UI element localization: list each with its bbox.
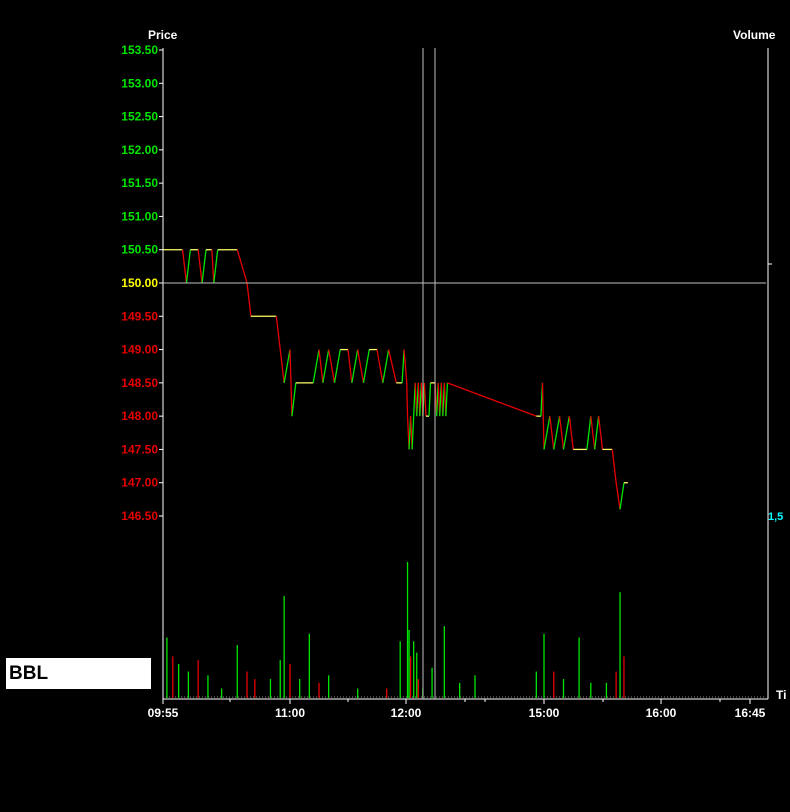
price-tick-label: 148.50 [121,376,158,390]
price-segment [423,382,427,417]
price-segment [586,416,592,450]
price-tick-label: 153.00 [121,76,158,90]
price-segment [411,416,415,450]
time-tick-label: 16:00 [646,706,677,720]
crosshair [163,48,766,699]
price-segment [185,249,191,284]
price-segment [445,382,449,417]
volume-axis: 1,5 [768,263,783,523]
price-segment [553,416,561,450]
price-segment [201,249,207,284]
price-line [163,249,628,510]
time-tick-label: 15:00 [529,706,560,720]
price-segment [246,282,252,317]
price-segment [611,449,617,483]
price-segment [357,349,365,383]
price-segment [428,382,432,417]
price-tick-label: 152.50 [121,110,158,124]
price-tick-label: 151.00 [121,209,158,223]
price-segment [181,249,188,284]
price-segment [347,349,353,383]
price-segment [211,249,215,284]
price-segment [562,416,570,450]
price-segment [568,416,574,450]
price-tick-label: 150.00 [121,276,158,290]
chart-frame [162,48,769,700]
price-segment [403,349,408,383]
price-segment [406,382,409,417]
price-segment [401,349,405,383]
time-tick-label: 09:55 [148,706,179,720]
price-segment [351,349,359,383]
symbol-box[interactable]: BBL [6,658,151,689]
time-tick-label: 16:45 [735,706,766,720]
price-segment [275,316,285,383]
price-segment [322,349,330,383]
price-segment [619,482,625,510]
price-tick-label: 152.00 [121,143,158,157]
price-segment [590,416,596,450]
price-segment [558,416,565,450]
time-tick-label: 11:00 [275,706,305,720]
price-segment [283,349,291,383]
price-segment [362,349,370,383]
price-segment [549,416,555,450]
price-tick-label: 149.00 [121,343,158,357]
price-segment [541,382,545,450]
price-segment [543,416,551,450]
price-tick-label: 151.50 [121,176,158,190]
price-tick-label: 146.50 [121,509,158,523]
price-segment [291,382,297,417]
price-tick-label: 153.50 [121,43,158,57]
price-segment [594,416,600,450]
price-segment [333,349,341,383]
time-axis-label: Ti [776,688,786,702]
price-segment [289,349,293,417]
price-tick-label: 147.00 [121,476,158,490]
price-segment [447,382,537,417]
volume-bars [166,561,625,698]
price-segment [387,349,397,384]
price-tick-label: 148.00 [121,409,158,423]
price-segment [597,416,604,450]
price-tick-label: 147.50 [121,442,158,456]
price-segment [328,349,336,383]
price-segment [213,249,219,284]
price-segment [236,249,248,284]
price-segment [197,249,203,284]
volume-tick-label: 1,5 [768,511,783,523]
price-axis: 153.50 153.00 152.50 152.00 151.50 151.00 150.… [121,43,163,523]
price-segment [382,349,390,383]
price-segment [376,349,384,383]
price-segment [312,349,320,383]
volume-axis-label: Volume [733,28,776,42]
price-segment [318,349,324,383]
price-segment [615,482,621,510]
price-tick-label: 149.50 [121,309,158,323]
time-axis: 09:55 11:00 12:00 15:00 16:00 16:45 [148,699,766,720]
time-tick-label: 12:00 [391,706,422,720]
price-axis-label: Price [148,28,178,42]
price-tick-label: 150.50 [121,243,158,257]
symbol-label: BBL [9,663,49,684]
